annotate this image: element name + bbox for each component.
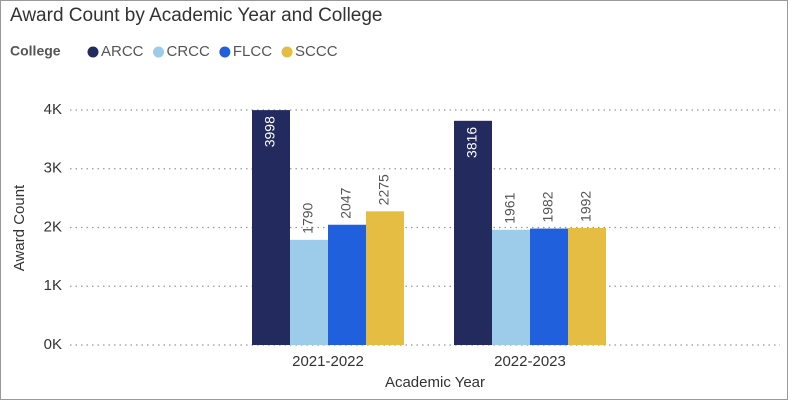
legend-swatch [219,46,231,58]
data-label: 3998 [262,116,278,147]
x-axis-label: Academic Year [385,374,485,391]
bar [252,110,290,346]
legend-swatch [153,46,165,58]
y-axis-label: Award Count [11,184,28,271]
legend-title: College [10,43,61,59]
legend-swatch [281,46,293,58]
chart-title: Award Count by Academic Year and College [10,5,383,26]
y-tick-label: 1K [44,277,62,294]
y-tick-label: 0K [44,336,62,353]
y-tick-label: 3K [44,160,62,177]
bar [454,120,492,345]
data-label: 1982 [540,191,556,222]
x-tick-label: 2022-2023 [494,353,566,370]
data-label: 1790 [300,202,316,233]
bar [530,228,568,345]
bar [492,229,530,345]
legend-label: SCCC [295,43,338,60]
y-tick-label: 2K [44,218,62,235]
y-tick-label: 4K [44,101,62,118]
data-label: 3816 [464,127,480,158]
bar [568,227,606,345]
legend-label: CRCC [167,43,210,60]
data-label: 1961 [502,192,518,223]
bar [366,211,404,345]
data-label: 2275 [376,174,392,205]
legend-label: ARCC [101,43,144,60]
bar [290,239,328,345]
x-tick-label: 2021-2022 [292,353,364,370]
bar [328,224,366,345]
legend-swatch [87,46,99,58]
data-label: 1992 [578,191,594,222]
legend-label: FLCC [233,43,272,60]
data-label: 2047 [338,187,354,218]
